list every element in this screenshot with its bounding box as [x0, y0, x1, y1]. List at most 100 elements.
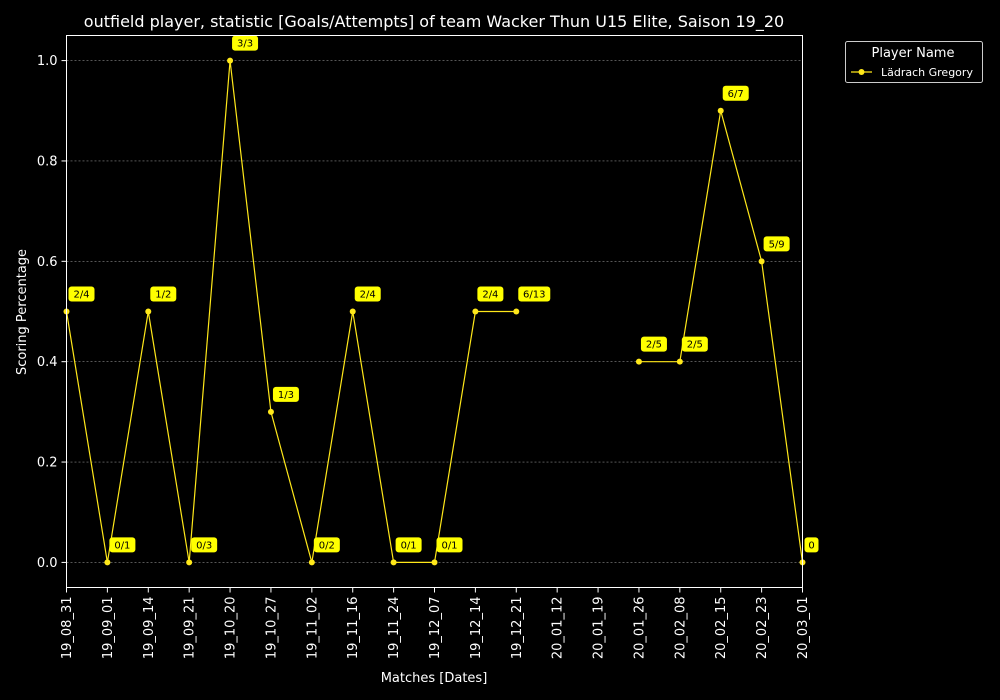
data-label: 0/1	[436, 537, 463, 553]
data-label-box	[354, 286, 381, 302]
x-tick-label: 19_12_14	[469, 597, 484, 660]
data-label-text: 2/4	[360, 290, 376, 301]
data-label-box	[150, 286, 177, 302]
data-point	[104, 559, 111, 566]
y-tick-label: 0.8	[37, 154, 58, 169]
x-tick-label: 20_02_23	[755, 597, 770, 660]
data-label-text: 0/1	[441, 540, 457, 551]
data-label-text: 3/3	[237, 39, 253, 50]
data-label: 1/2	[150, 286, 177, 302]
data-point	[717, 107, 724, 114]
legend-marker-swatch	[858, 69, 865, 75]
data-point	[267, 408, 274, 415]
data-label-box	[477, 286, 504, 302]
x-tick-label: 19_10_27	[264, 597, 279, 660]
data-label-text: 2/5	[687, 340, 703, 351]
data-label-box	[518, 286, 551, 302]
data-point	[145, 308, 152, 315]
y-axis-ticks: 0.0 0.2 0.4 0.6 0.8 1.0	[37, 54, 67, 571]
data-label-text: 2/4	[73, 290, 89, 301]
data-label-text: 2/4	[482, 290, 498, 301]
data-label: 0/3	[191, 537, 218, 553]
data-label: 6/7	[722, 85, 749, 101]
y-tick-label: 0.4	[37, 355, 58, 370]
x-tick-label: 19_11_02	[305, 597, 320, 660]
data-label: 0/2	[313, 537, 340, 553]
data-label-text: 6/7	[728, 89, 744, 100]
data-point	[227, 57, 234, 64]
data-label-box	[68, 286, 95, 302]
legend-title: Player Name	[872, 46, 955, 61]
data-label-text: 0/1	[114, 540, 130, 551]
x-tick-label: 20_01_26	[632, 597, 647, 660]
data-label: 3/3	[232, 35, 259, 51]
x-tick-label: 19_10_20	[224, 597, 239, 660]
x-axis-ticks: 19_08_31 19_09_01 19_09_14 19_09_21 19_10_20…	[60, 587, 811, 660]
series-layer: 2/4 0/1 1/2 0/3 3/3 1/3 0/2 2/4 0/1 0/1 2/4 6/13 2/5…	[63, 35, 819, 566]
x-tick-label: 20_02_08	[673, 597, 688, 660]
data-label-text: 0/2	[319, 540, 335, 551]
data-label-text: 1/2	[155, 290, 171, 301]
data-point	[635, 358, 642, 365]
data-label-text: 5/9	[769, 239, 785, 250]
x-tick-label: 19_12_21	[510, 597, 525, 660]
data-label-box	[313, 537, 340, 553]
x-tick-label: 20_02_15	[714, 597, 729, 660]
data-label: 2/4	[68, 286, 95, 302]
data-point	[472, 308, 479, 315]
data-label-box	[272, 386, 299, 402]
legend-entry-label: Lädrach Gregory	[881, 66, 973, 79]
data-label: 2/4	[477, 286, 504, 302]
data-label-text: 2/5	[646, 340, 662, 351]
data-label-text: 0/1	[401, 540, 417, 551]
x-axis-label: Matches [Dates]	[381, 671, 488, 686]
data-label: 0	[804, 537, 819, 553]
data-label: 2/5	[681, 336, 708, 352]
x-tick-label: 19_09_14	[142, 597, 157, 660]
data-label-box	[804, 537, 819, 553]
data-label-box	[395, 537, 422, 553]
data-label-box	[232, 35, 259, 51]
legend: Player Name Lädrach Gregory	[845, 41, 983, 83]
x-tick-label: 20_01_12	[551, 597, 566, 660]
data-label-text: 0	[808, 540, 814, 551]
data-label: 1/3	[272, 386, 299, 402]
data-label-text: 0/3	[196, 540, 212, 551]
x-tick-label: 19_09_01	[101, 597, 116, 660]
data-label-box	[640, 336, 667, 352]
y-tick-label: 0.0	[37, 556, 58, 571]
data-label-box	[681, 336, 708, 352]
y-axis-label: Scoring Percentage	[15, 249, 30, 375]
data-label: 5/9	[763, 236, 790, 252]
data-label: 0/1	[395, 537, 422, 553]
data-label-box	[109, 537, 136, 553]
x-tick-label: 19_11_24	[387, 597, 402, 660]
x-tick-label: 19_08_31	[60, 597, 75, 660]
data-point	[676, 358, 683, 365]
data-label: 2/5	[640, 336, 667, 352]
data-label: 2/4	[354, 286, 381, 302]
data-point	[513, 308, 520, 315]
data-label: 0/1	[109, 537, 136, 553]
x-tick-label: 20_01_19	[592, 597, 607, 660]
x-tick-label: 19_12_07	[428, 597, 443, 660]
data-point	[308, 559, 315, 566]
data-point	[758, 258, 765, 265]
data-label-box	[436, 537, 463, 553]
data-label-box	[763, 236, 790, 252]
x-tick-label: 19_09_21	[183, 597, 198, 660]
data-point	[431, 559, 438, 566]
data-point	[390, 559, 397, 566]
series-line	[65, 60, 517, 564]
data-label-text: 1/3	[278, 390, 294, 401]
data-point	[349, 308, 356, 315]
y-tick-label: 0.6	[37, 255, 58, 270]
data-label-text: 6/13	[523, 290, 545, 301]
x-tick-label: 20_03_01	[796, 597, 811, 660]
y-tick-label: 0.2	[37, 456, 58, 471]
data-label-box	[191, 537, 218, 553]
y-tick-label: 1.0	[37, 54, 58, 69]
data-point	[186, 559, 193, 566]
